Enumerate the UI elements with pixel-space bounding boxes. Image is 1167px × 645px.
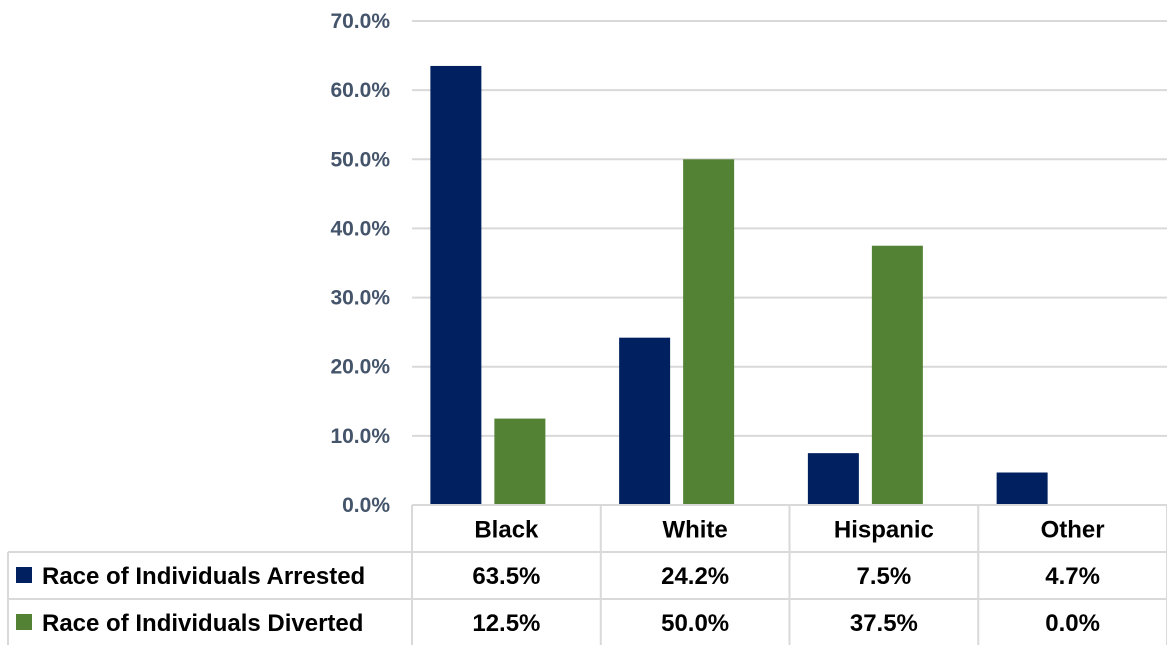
bar-arrested-white — [619, 337, 671, 505]
table-cell-value: 63.5% — [472, 563, 540, 590]
series-name: Race of Individuals Arrested — [42, 563, 365, 590]
table-cell-value: 0.0% — [1045, 610, 1100, 637]
table-cell-value: 37.5% — [850, 610, 918, 637]
table-cell-value: 12.5% — [472, 610, 540, 637]
y-tick-label: 10.0% — [330, 425, 390, 448]
data-table: Black White Hispanic Other Race of Individua… — [7, 504, 1167, 645]
category-label: Hispanic — [834, 517, 934, 544]
bar-diverted-hispanic — [871, 245, 923, 505]
y-tick-label: 60.0% — [330, 79, 390, 102]
gridlines — [412, 20, 1167, 437]
bar-arrested-black — [430, 65, 482, 505]
bar-diverted-white — [683, 159, 735, 506]
table-cell-value: 4.7% — [1045, 563, 1100, 590]
legend-key-diverted — [16, 614, 32, 630]
y-tick-label: 0.0% — [342, 494, 390, 517]
y-axis-ticks: 0.0% 10.0% 20.0% 30.0% 40.0% 50.0% 60.0% 70.0% — [330, 10, 390, 517]
category-label: White — [662, 517, 727, 544]
y-tick-label: 50.0% — [330, 148, 390, 171]
table-cell-value: 24.2% — [661, 563, 729, 590]
table-cell-value: 50.0% — [661, 610, 729, 637]
y-tick-label: 70.0% — [330, 10, 390, 33]
bars — [430, 65, 1048, 506]
bar-diverted-black — [494, 418, 546, 505]
y-tick-label: 30.0% — [330, 287, 390, 310]
bar-arrested-other — [996, 472, 1048, 505]
bar-arrested-hispanic — [807, 453, 859, 505]
y-tick-label: 20.0% — [330, 356, 390, 379]
table-cell-value: 7.5% — [857, 563, 912, 590]
legend-key-arrested — [16, 567, 32, 583]
category-label: Other — [1041, 517, 1105, 544]
y-tick-label: 40.0% — [330, 217, 390, 240]
series-name: Race of Individuals Diverted — [42, 610, 363, 637]
category-label: Black — [474, 517, 539, 544]
